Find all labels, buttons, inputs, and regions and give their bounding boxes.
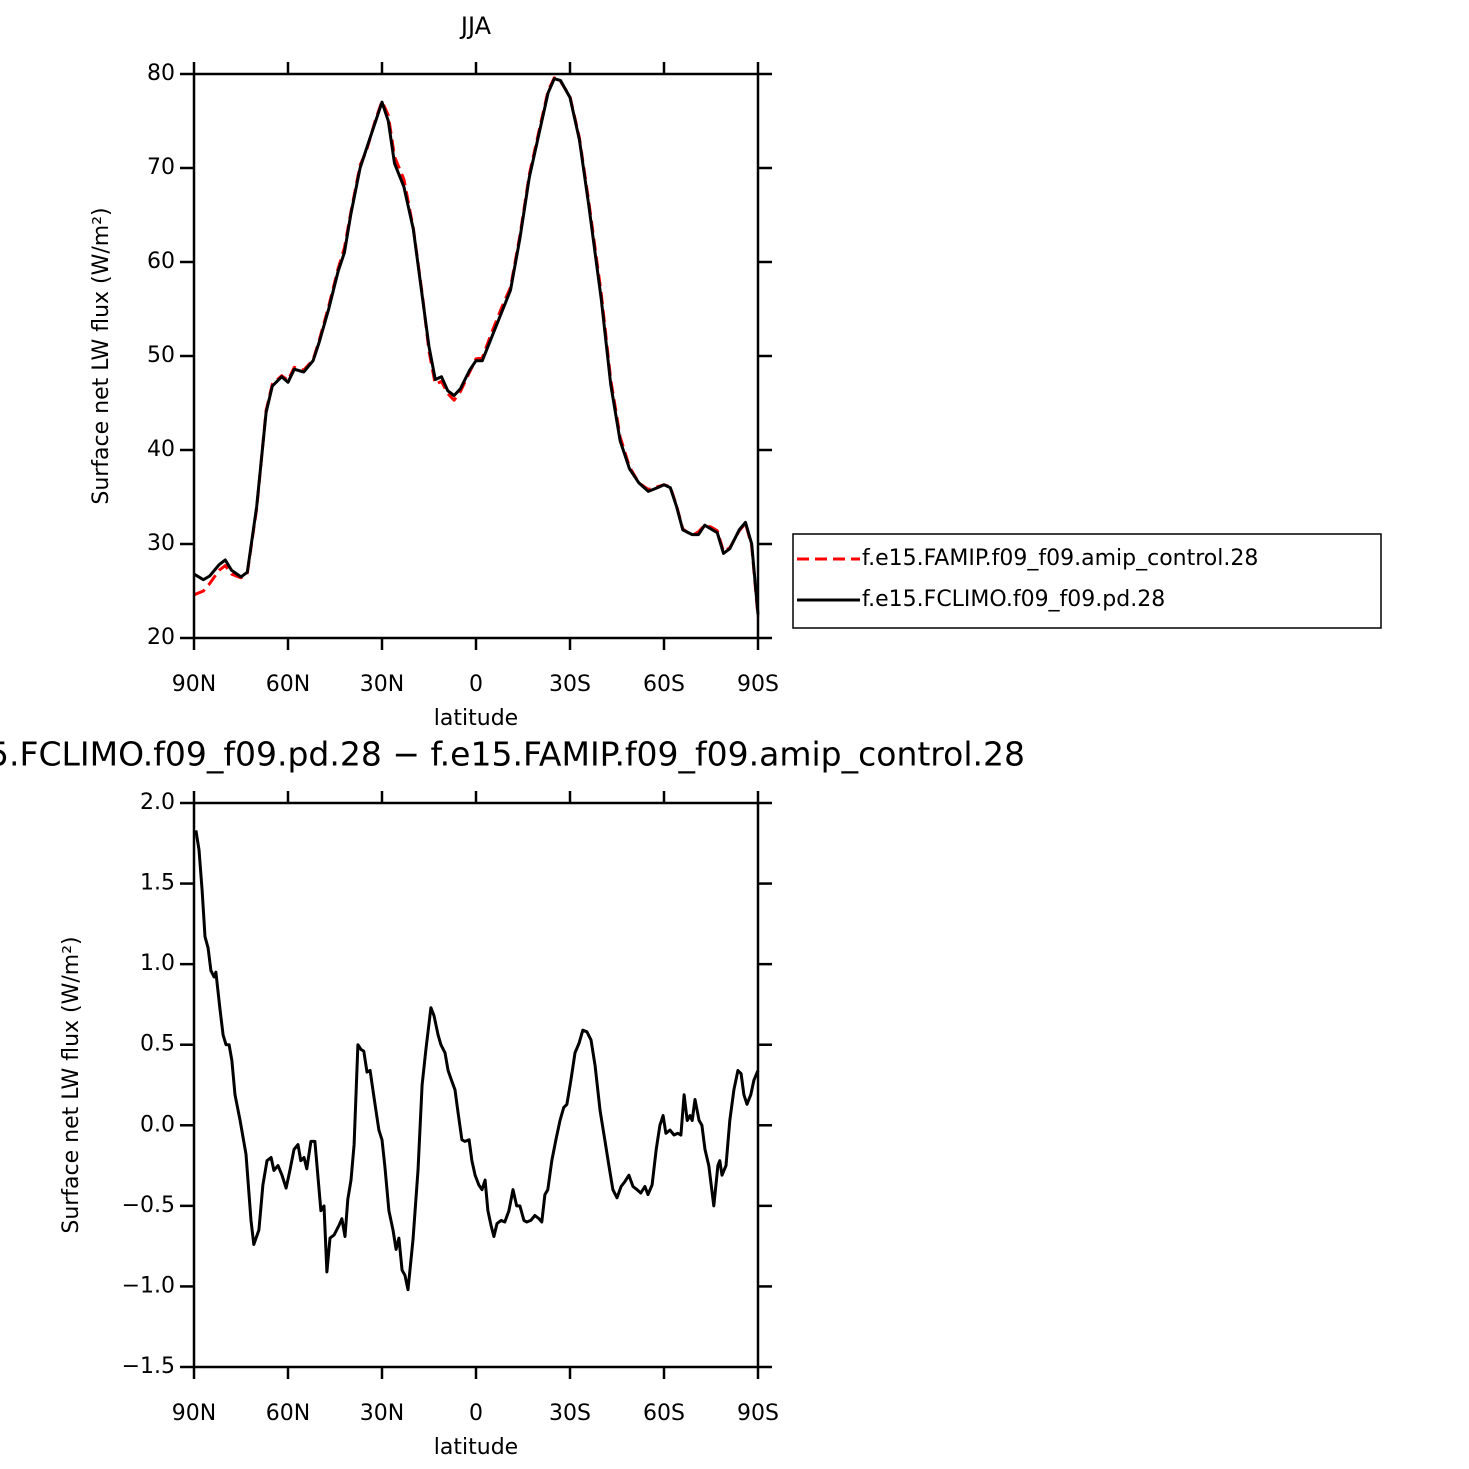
x-tick-label: 0 [469,672,483,697]
y-tick-label: 50 [147,343,175,368]
y-tick-label: 70 [147,155,175,180]
x-tick-label: 60N [266,672,310,697]
y-tick-label: −1.0 [122,1273,175,1298]
chart-title: f.e15.FCLIMO.f09_f09.pd.28 − f.e15.FAMIP… [0,735,1025,774]
y-tick-label: −1.5 [122,1354,175,1379]
plot-frame [192,72,760,640]
x-tick-label: 90N [172,1401,216,1426]
y-tick-label: 80 [147,61,175,86]
x-tick-label: 30N [360,672,404,697]
legend-box [792,533,1382,629]
y-axis-label: Surface net LW flux (W/m²) [89,207,114,504]
x-tick-label: 30N [360,1401,404,1426]
x-tick-label: 60S [643,672,685,697]
plot-frame [192,801,760,1369]
y-tick-label: 60 [147,249,175,274]
y-tick-label: 40 [147,437,175,462]
data-line [193,77,760,615]
y-tick-label: −0.5 [122,1193,175,1218]
y-tick-label: 20 [147,625,175,650]
chart-title: JJA [459,12,492,40]
x-tick-label: 30S [549,1401,591,1426]
y-tick-label: 2.0 [140,790,175,815]
y-tick-label: 30 [147,531,175,556]
x-tick-label: 90N [172,672,216,697]
x-axis-label: latitude [434,1435,518,1460]
x-tick-label: 30S [549,672,591,697]
x-tick-label: 60N [266,1401,310,1426]
y-tick-label: 1.5 [140,871,175,896]
data-line [194,830,760,1292]
x-tick-label: 90S [737,672,779,697]
y-tick-label: 0.5 [140,1032,175,1057]
data-line [193,76,760,617]
y-tick-label: 1.0 [140,951,175,976]
x-tick-label: 0 [469,1401,483,1426]
legend-label: f.e15.FCLIMO.f09_f09.pd.28 [862,587,1165,612]
x-tick-label: 60S [643,1401,685,1426]
x-tick-label: 90S [737,1401,779,1426]
x-axis-label: latitude [434,706,518,731]
y-tick-label: 0.0 [140,1112,175,1137]
legend-label: f.e15.FAMIP.f09_f09.amip_control.28 [862,546,1258,571]
y-axis-label: Surface net LW flux (W/m²) [59,936,84,1233]
